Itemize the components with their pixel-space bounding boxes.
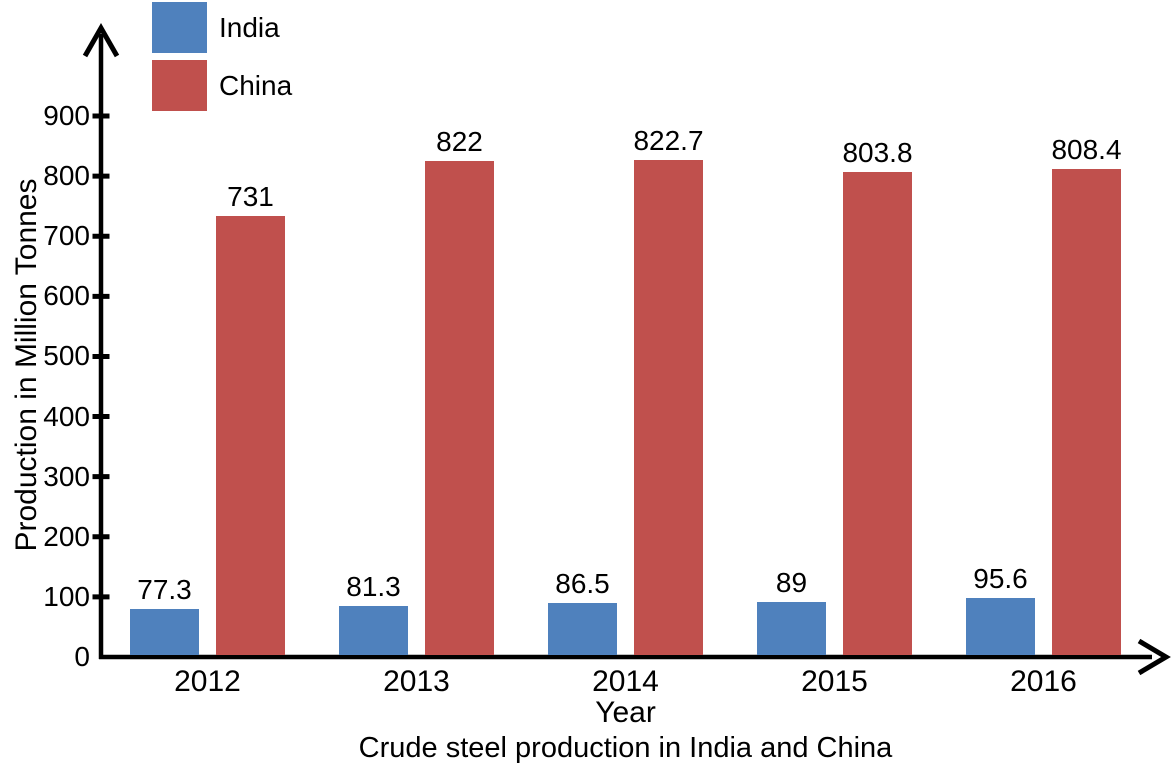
x-axis-title: Year (595, 696, 656, 729)
bar-value-china-2013: 822 (436, 126, 483, 157)
legend-item-china: China (152, 60, 292, 111)
bar-india-2012 (130, 609, 199, 655)
legend-label-china: China (219, 69, 293, 101)
bar-china-2014 (634, 160, 703, 655)
legend-swatch-india (152, 2, 207, 53)
bar-value-china-2014: 822.7 (633, 125, 704, 156)
bar-china-2016 (1052, 169, 1121, 655)
legend-swatch-china (152, 60, 207, 111)
y-tick-label-0: 0 (74, 641, 90, 672)
legend-label-india: India (219, 11, 280, 43)
y-tick-label-800: 800 (43, 160, 90, 192)
bar-china-2012 (216, 216, 285, 655)
chart-title: Crude steel production in India and Chin… (358, 732, 893, 764)
x-tick-label-2016: 2016 (1010, 665, 1077, 698)
y-tick-label-900: 900 (43, 100, 90, 131)
y-tick-label-200: 200 (43, 520, 90, 552)
bar-china-2015 (843, 172, 912, 655)
bar-value-china-2012: 731 (227, 181, 274, 212)
y-tick-label-700: 700 (43, 220, 90, 252)
bar-value-china-2015: 803.8 (842, 137, 913, 168)
x-axis-arrow-icon (1137, 638, 1171, 676)
bar-china-2013 (425, 161, 494, 655)
bar-value-china-2016: 808.4 (1051, 134, 1122, 165)
y-tick-label-300: 300 (43, 460, 90, 492)
x-tick-label-2015: 2015 (801, 665, 868, 698)
y-tick-label-100: 100 (43, 580, 90, 612)
x-tick-label-2013: 2013 (383, 665, 450, 698)
bar-value-india-2015: 89 (775, 567, 808, 598)
bar-india-2014 (548, 603, 617, 655)
legend: India China (152, 2, 292, 118)
y-tick-label-400: 400 (43, 400, 90, 432)
bar-value-india-2013: 81.3 (346, 571, 401, 602)
y-tick-label-500: 500 (43, 340, 90, 372)
legend-item-india: India (152, 2, 292, 53)
bar-value-india-2014: 86.5 (555, 568, 610, 599)
x-tick-label-2012: 2012 (174, 665, 241, 698)
y-axis-arrow-icon (82, 22, 120, 58)
y-axis-title: Production in Million Tonnes (10, 178, 43, 552)
bar-india-2013 (339, 606, 408, 655)
y-tick-label-600: 600 (43, 280, 90, 312)
bar-value-india-2016: 95.6 (973, 563, 1028, 594)
x-tick-label-2014: 2014 (592, 665, 659, 698)
bar-value-india-2012: 77.3 (137, 574, 192, 605)
bar-india-2015 (757, 602, 826, 655)
bar-india-2016 (966, 598, 1035, 655)
